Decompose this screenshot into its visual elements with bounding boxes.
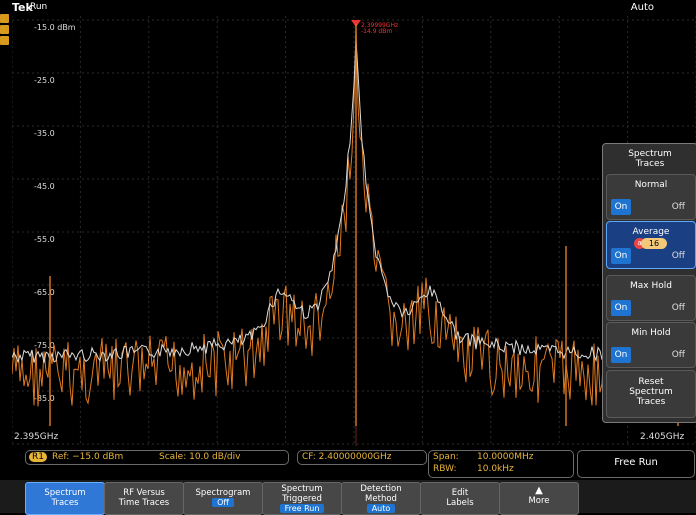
spectrum-display[interactable]: -15.0 dBm -25.0 -35.0 -45.0 -55.0 -65.0 -75.0 -… — [12, 16, 696, 446]
normal-on-option[interactable]: On — [611, 199, 631, 215]
edit-labels-button[interactable]: Edit Labels — [420, 482, 500, 515]
stop-frequency-label: 2.405GHz — [640, 432, 685, 442]
y-axis-tick-label: -65.0 — [34, 288, 55, 297]
max-hold-on-option[interactable]: On — [611, 300, 631, 316]
span-value: 10.0000MHz — [477, 452, 534, 462]
max-hold-off-option[interactable]: Off — [671, 303, 685, 313]
reference-readout[interactable]: R1 Ref: −15.0 dBm Scale: 10.0 dB/div — [25, 450, 289, 465]
detection-state: Auto — [366, 504, 396, 513]
y-axis-tick-label: -35.0 — [34, 129, 55, 138]
button-label: Time Traces — [118, 498, 170, 508]
normal-label: Normal — [634, 180, 668, 190]
y-axis-tick-label: -85.0 — [34, 394, 55, 403]
average-label: Average — [632, 227, 670, 237]
center-frequency: CF: 2.40000000GHz — [302, 452, 392, 462]
up-arrow-icon: ▲ — [535, 485, 543, 496]
reset-label-line2: Spectrum — [629, 387, 673, 397]
marker-readout-level: -14.9 dBm — [361, 28, 392, 35]
y-axis-tick-label: -15.0 dBm — [34, 23, 76, 32]
average-count-icon: a — [634, 238, 645, 249]
rf-versus-time-traces-button[interactable]: RF Versus Time Traces — [104, 482, 184, 515]
y-axis-tick-label: -45.0 — [34, 182, 55, 191]
normal-off-option[interactable]: Off — [671, 202, 685, 212]
span-label: Span: — [433, 452, 459, 462]
top-bar: Tek Run Auto — [0, 0, 696, 16]
panel-title-line1: Spectrum — [628, 149, 672, 159]
y-axis-labels: -15.0 dBm -25.0 -35.0 -45.0 -55.0 -65.0 -75.0 -… — [34, 23, 76, 403]
button-label: Triggered — [282, 494, 322, 504]
button-label: Traces — [51, 498, 79, 508]
y-axis-tick-label: -25.0 — [34, 76, 55, 85]
button-label: RF Versus — [123, 488, 165, 498]
average-count-badge[interactable]: 16 — [641, 238, 667, 249]
max-hold-toggle[interactable]: Max Hold On Off — [606, 275, 696, 321]
panel-title-line2: Traces — [635, 159, 665, 169]
average-off-option[interactable]: Off — [671, 251, 685, 261]
rbw-value: 10.0kHz — [477, 464, 514, 474]
min-hold-label: Min Hold — [631, 328, 671, 338]
trigger-status: Free Run — [614, 457, 658, 468]
min-hold-on-option[interactable]: On — [611, 347, 631, 363]
trigger-mode: Auto — [630, 2, 654, 13]
button-label: Spectrum — [281, 484, 323, 494]
start-frequency-label: 2.395GHz — [14, 432, 59, 442]
vertical-scale: Scale: 10.0 dB/div — [159, 452, 241, 462]
trigger-state: Free Run — [279, 504, 325, 513]
reset-label-line1: Reset — [638, 377, 664, 387]
acquisition-status: Run — [30, 2, 48, 12]
button-label: Spectrum — [44, 488, 86, 498]
brand-logo: Tek — [12, 1, 33, 14]
spectrum-trace-normal — [12, 27, 696, 408]
detection-method-button[interactable]: Detection Method Auto — [341, 482, 421, 515]
reference-icon: R1 — [29, 452, 47, 462]
channel-markers — [0, 14, 10, 54]
button-label: Method — [365, 494, 397, 504]
reset-traces-button[interactable]: Reset Spectrum Traces — [606, 370, 696, 418]
marker-readout-freq: 2.39999GHz — [361, 22, 398, 29]
rbw-label: RBW: — [433, 464, 457, 474]
reference-level: Ref: −15.0 dBm — [52, 452, 124, 462]
button-label: Edit — [451, 488, 469, 498]
spectrogram-button[interactable]: Spectrogram Off — [183, 482, 263, 515]
button-label: Detection — [360, 484, 402, 494]
more-button[interactable]: ▲ More — [499, 482, 579, 515]
peak-marker-icon — [351, 20, 361, 27]
spectrum-triggered-button[interactable]: Spectrum Triggered Free Run — [262, 482, 342, 515]
average-on-option[interactable]: On — [611, 248, 631, 264]
y-axis-tick-label: -55.0 — [34, 235, 55, 244]
marker-icon — [0, 25, 9, 34]
marker-icon — [0, 14, 9, 23]
button-label: Spectrogram — [195, 488, 251, 498]
min-hold-off-option[interactable]: Off — [671, 350, 685, 360]
button-label: Labels — [446, 498, 474, 508]
marker-icon — [0, 36, 9, 45]
spectrum-trace-average — [12, 40, 696, 364]
spectrum-traces-panel: Spectrum Traces Normal On Off Average a … — [602, 143, 696, 423]
min-hold-toggle[interactable]: Min Hold On Off — [606, 322, 696, 368]
y-axis-tick-label: -75.0 — [34, 341, 55, 350]
reset-label-line3: Traces — [636, 397, 666, 407]
normal-toggle[interactable]: Normal On Off — [606, 174, 696, 220]
button-label: More — [528, 496, 550, 506]
span-rbw-readout[interactable]: Span: 10.0000MHz RBW: 10.0kHz — [428, 450, 574, 478]
spectrogram-state: Off — [212, 498, 234, 507]
max-hold-label: Max Hold — [630, 281, 672, 291]
trigger-readout[interactable]: Free Run — [577, 450, 695, 478]
center-frequency-readout[interactable]: CF: 2.40000000GHz — [297, 450, 427, 465]
panel-title: Spectrum Traces — [603, 144, 696, 176]
average-toggle[interactable]: Average a 16 On Off — [606, 221, 696, 269]
spectrum-traces-button[interactable]: Spectrum Traces — [25, 482, 105, 515]
